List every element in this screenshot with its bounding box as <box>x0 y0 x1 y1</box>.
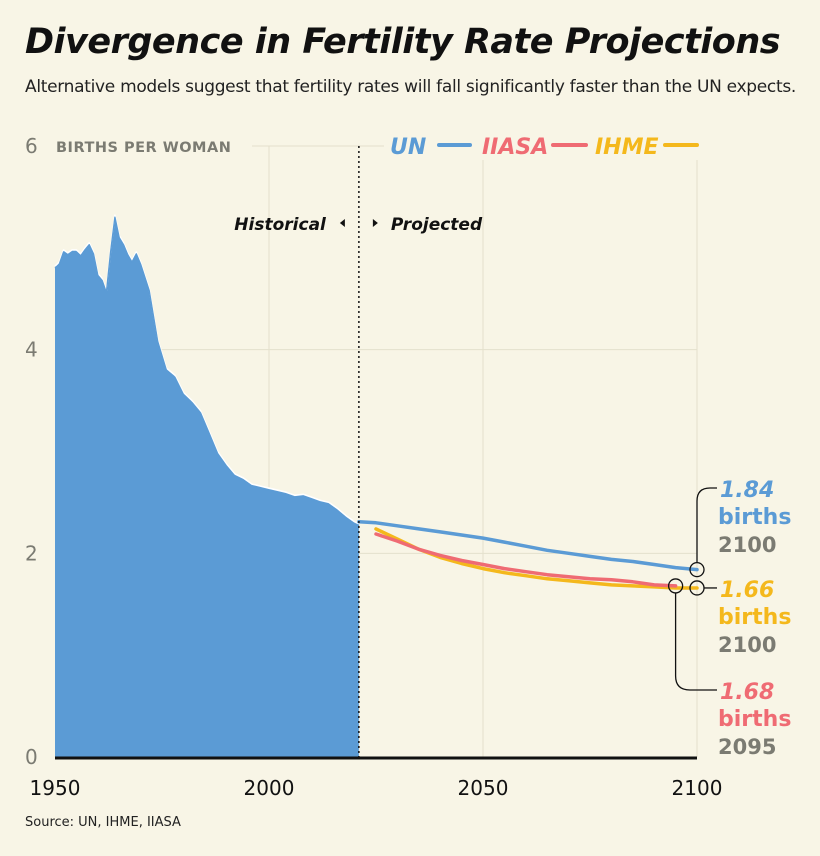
series-line-un <box>357 520 699 572</box>
chart-title: Divergence in Fertility Rate Projections <box>25 22 781 62</box>
left-arrow-icon <box>339 219 345 227</box>
projected-label: Projected <box>391 215 483 235</box>
right-arrow-icon <box>372 219 378 227</box>
y-tick-label: 2 <box>25 541 38 565</box>
end-label-year: 2100 <box>718 533 776 557</box>
source-note: Source: UN, IHME, IIASA <box>25 815 181 830</box>
x-tick-label: 1950 <box>30 776 81 800</box>
y-axis-title: BIRTHS PER WOMAN <box>56 140 231 156</box>
historical-label: Historical <box>234 215 327 235</box>
x-tick-label: 2050 <box>458 776 509 800</box>
legend-label-un: UN <box>390 135 426 160</box>
series-line-iiasa <box>374 532 678 588</box>
end-label-unit: births <box>718 707 791 732</box>
y-tick-label: 0 <box>25 745 38 769</box>
end-label-year: 2095 <box>718 735 776 759</box>
legend-label-iiasa: IIASA <box>482 135 548 160</box>
callout-leader <box>674 592 717 691</box>
end-label-unit: births <box>718 505 791 530</box>
y-tick-label: 4 <box>25 338 38 362</box>
legend-label-ihme: IHME <box>595 135 659 160</box>
series-line-ihme <box>374 527 699 590</box>
historical-area <box>55 215 359 757</box>
end-marker-ihme <box>689 580 705 596</box>
end-label-year: 2100 <box>718 633 776 657</box>
end-label-unit: births <box>718 605 791 630</box>
ylabel-background <box>52 135 252 157</box>
y-tick-label: 6 <box>25 134 38 158</box>
end-label-value: 1.84 <box>720 478 774 503</box>
end-marker-un <box>689 561 705 578</box>
end-label-value: 1.66 <box>720 578 774 603</box>
historical-line <box>54 216 360 527</box>
end-marker-iiasa <box>667 578 684 594</box>
callout-leader <box>696 487 717 563</box>
chart-subtitle: Alternative models suggest that fertilit… <box>25 77 797 97</box>
x-tick-label: 2100 <box>672 776 723 800</box>
x-tick-label: 2000 <box>244 776 295 800</box>
end-label-value: 1.68 <box>720 680 774 705</box>
